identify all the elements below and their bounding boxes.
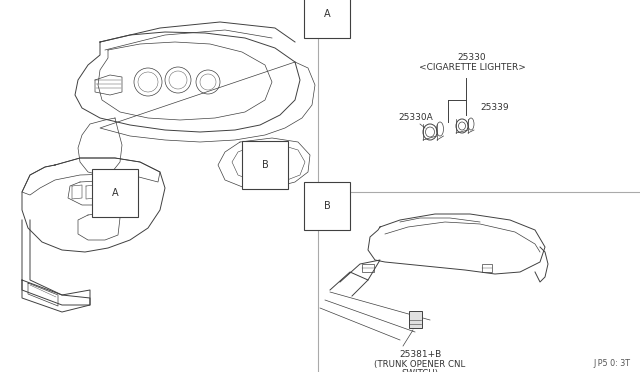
Text: J P5 0: 3T: J P5 0: 3T xyxy=(593,359,630,368)
Text: 25381+B: 25381+B xyxy=(399,350,441,359)
Text: SWITCH): SWITCH) xyxy=(401,369,438,372)
Bar xyxy=(362,264,374,272)
Text: 25339: 25339 xyxy=(480,103,509,112)
Text: 25330: 25330 xyxy=(458,54,486,62)
Text: <CIGARETTE LIGHTER>: <CIGARETTE LIGHTER> xyxy=(419,64,525,73)
Text: B: B xyxy=(262,160,268,170)
Text: A: A xyxy=(324,9,330,19)
Bar xyxy=(482,264,492,272)
Text: (TRUNK OPENER CNL: (TRUNK OPENER CNL xyxy=(374,360,466,369)
Text: 25330A: 25330A xyxy=(398,113,433,122)
Bar xyxy=(409,311,422,328)
Text: B: B xyxy=(324,201,330,211)
Text: A: A xyxy=(112,188,118,198)
